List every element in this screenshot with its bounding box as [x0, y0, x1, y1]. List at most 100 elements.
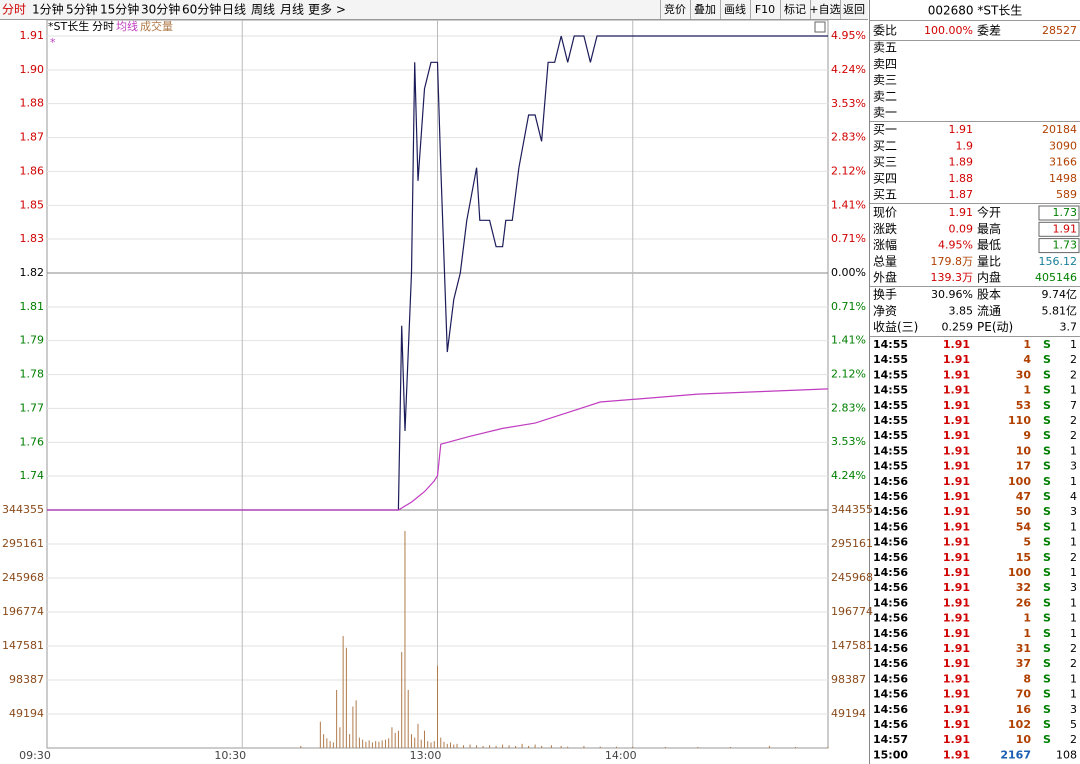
period-tab[interactable]: 月线	[280, 3, 304, 17]
legend-item[interactable]: 成交量	[140, 19, 173, 33]
trade-count: 3	[1070, 703, 1077, 716]
stat-label: 内盘	[977, 270, 1001, 285]
volume-bar	[599, 746, 601, 748]
toolbar-button[interactable]: F10	[755, 3, 775, 16]
trade-price: 1.91	[943, 505, 970, 518]
trade-volume: 1	[1023, 384, 1031, 397]
y-tick-label: 1.74	[20, 469, 45, 482]
stat-label: 今开	[977, 205, 1001, 220]
y-tick-label: 1.79	[20, 334, 45, 347]
y2-tick-label: 0.71%	[831, 300, 866, 313]
period-tab[interactable]: 15分钟	[100, 2, 139, 17]
bid-price: 1.88	[949, 172, 974, 185]
trade-volume: 1	[1023, 338, 1031, 351]
volume-bar	[394, 732, 396, 748]
bid-price: 1.91	[949, 123, 974, 136]
trade-price: 1.91	[943, 368, 970, 381]
trade-volume: 70	[1016, 688, 1032, 701]
period-tab[interactable]: 日线	[222, 3, 246, 17]
volume-tick-label: 344355	[2, 503, 44, 516]
trade-count: 1	[1070, 566, 1077, 579]
trade-side: S	[1043, 536, 1051, 549]
trade-price: 1.91	[943, 718, 970, 731]
icon-box[interactable]	[814, 21, 826, 33]
stat-value: 4.95%	[938, 239, 973, 252]
volume-bar	[456, 743, 458, 748]
trade-side: S	[1043, 475, 1051, 488]
toolbar-button[interactable]: 画线	[724, 2, 746, 16]
volume-bar	[482, 745, 484, 748]
stat-value: 1.91	[1053, 222, 1078, 235]
toolbar-button[interactable]: +自选	[809, 3, 840, 16]
stat-value: 5.81亿	[1042, 304, 1078, 317]
trade-volume: 30	[1016, 368, 1032, 381]
trade-side: S	[1043, 520, 1051, 533]
price-line	[47, 388, 829, 511]
y-tick-label: 1.91	[20, 29, 45, 42]
trade-side: S	[1043, 657, 1051, 670]
toolbar-button[interactable]: 返回	[843, 3, 865, 16]
value: 100.00%	[924, 24, 973, 37]
bid-label: 买三	[873, 155, 897, 169]
bid-label: 买二	[873, 139, 897, 153]
toolbar-button[interactable]: 叠加	[694, 3, 716, 16]
trade-count: 1	[1070, 627, 1077, 640]
volume-tick-label: 245968	[2, 571, 44, 584]
period-tab[interactable]: 60分钟	[182, 2, 221, 17]
trade-price: 1.91	[943, 414, 970, 427]
trade-price: 1.91	[943, 581, 970, 594]
y-tick-label: 1.90	[20, 63, 45, 76]
trade-count: 2	[1070, 551, 1077, 564]
ask-label: 卖四	[873, 57, 897, 71]
trade-time: 14:56	[873, 657, 908, 670]
period-tab[interactable]: 30分钟	[141, 2, 180, 17]
volume-bar	[319, 721, 321, 748]
trade-side: S	[1043, 733, 1051, 746]
x-tick-label: 09:30	[19, 749, 51, 762]
period-tab[interactable]: 分时	[2, 3, 26, 17]
toolbar-button[interactable]: 标记	[784, 2, 806, 16]
period-tab[interactable]: 1分钟	[32, 2, 64, 17]
bid-price: 1.89	[949, 156, 974, 169]
trade-time: 14:56	[873, 718, 908, 731]
volume-bar	[339, 727, 341, 748]
volume-bar	[326, 738, 328, 748]
volume-bar	[433, 741, 435, 748]
volume-tick-label: 196774	[2, 605, 44, 618]
legend-item[interactable]: 均线	[116, 19, 138, 33]
trade-volume: 110	[1008, 414, 1031, 427]
bid-label: 买四	[873, 171, 897, 185]
period-tab[interactable]: 更多 >	[308, 3, 346, 17]
trade-price: 1.91	[943, 338, 970, 351]
trade-time: 14:56	[873, 596, 908, 609]
stat-value: 179.8万	[931, 255, 974, 268]
trade-count: 2	[1070, 429, 1077, 442]
y-tick-label: 1.81	[20, 300, 45, 313]
trade-time: 14:56	[873, 703, 908, 716]
legend-item[interactable]: 分时	[92, 20, 114, 33]
trade-side: S	[1043, 642, 1051, 655]
stat-label: 换手	[873, 288, 897, 302]
stat-label: 流通	[977, 304, 1001, 318]
volume-bar	[414, 737, 416, 748]
trade-side: S	[1043, 551, 1051, 564]
trade-price: 1.91	[943, 475, 970, 488]
volume-bar	[345, 647, 347, 748]
volume-bar	[495, 745, 497, 748]
trade-volume: 2167	[1000, 748, 1031, 761]
x-tick-label: 13:00	[410, 749, 442, 762]
period-tab[interactable]: 5分钟	[66, 2, 98, 17]
volume-bar	[550, 745, 552, 748]
trade-count: 2	[1070, 733, 1077, 746]
ask-label: 卖五	[873, 41, 897, 55]
y-tick-label: 1.85	[20, 198, 45, 211]
y2-tick-label: 3.53%	[831, 97, 866, 110]
trade-side: S	[1043, 490, 1051, 503]
period-tab[interactable]: 周线	[251, 3, 275, 17]
toolbar-button[interactable]: 竞价	[664, 2, 686, 16]
trade-price: 1.91	[943, 703, 970, 716]
trade-side: S	[1043, 581, 1051, 594]
stat-value: 30.96%	[931, 288, 973, 301]
y-tick-label: 1.87	[20, 131, 45, 144]
trade-count: 3	[1070, 460, 1077, 473]
